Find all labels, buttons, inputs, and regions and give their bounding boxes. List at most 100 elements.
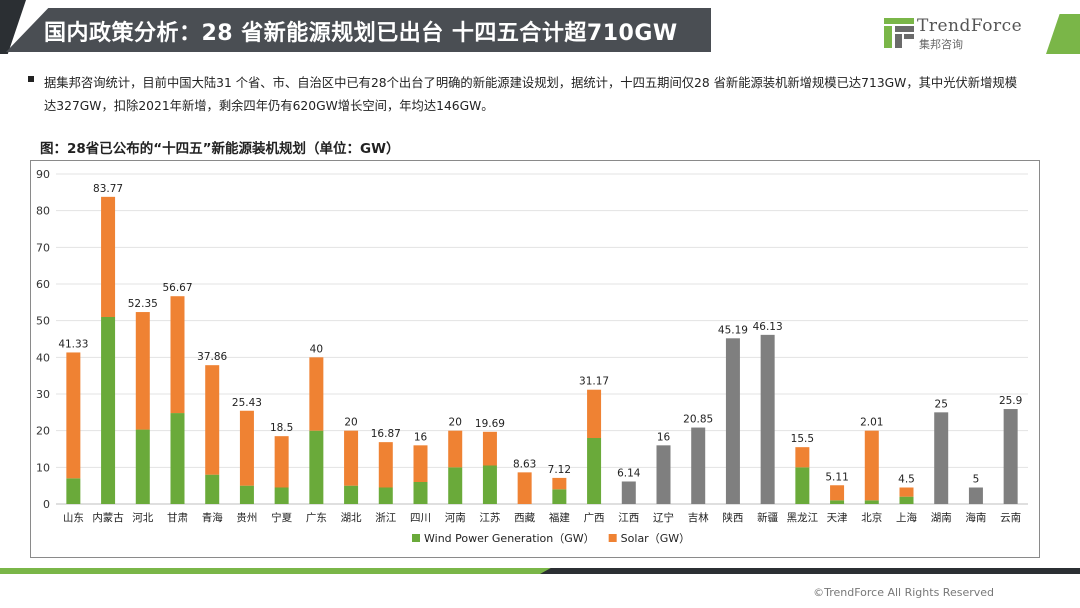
- data-label: 20.85: [683, 414, 713, 426]
- logo-subtext: 集邦咨询: [919, 38, 963, 51]
- bar-segment: [344, 485, 359, 504]
- data-label: 16.87: [371, 428, 401, 440]
- x-tick-label: 西藏: [514, 512, 535, 524]
- data-label: 6.14: [617, 467, 641, 479]
- copyright-text: ©TrendForce All Rights Reserved: [813, 586, 994, 599]
- bar-segment: [899, 496, 914, 504]
- x-tick-label: 江西: [618, 512, 639, 524]
- y-tick-label: 90: [36, 168, 50, 181]
- bar-segment: [864, 500, 879, 504]
- data-label: 31.17: [579, 376, 609, 388]
- data-label: 15.5: [791, 433, 814, 445]
- y-tick-label: 70: [36, 241, 50, 254]
- x-tick-label: 云南: [1000, 511, 1021, 524]
- data-label: 8.63: [513, 458, 536, 470]
- bar-segment: [309, 357, 324, 431]
- bar-segment: [205, 474, 220, 504]
- x-tick-label: 四川: [410, 512, 431, 524]
- x-tick-label: 贵州: [236, 511, 257, 524]
- x-tick-label: 浙江: [375, 512, 396, 524]
- bar-segment: [239, 410, 254, 486]
- data-label: 41.33: [58, 338, 88, 350]
- legend-label: Solar（GW）: [621, 532, 690, 545]
- bar-segment: [274, 436, 289, 488]
- bar-segment: [552, 489, 567, 504]
- bar-segment: [899, 487, 914, 497]
- data-label: 7.12: [548, 464, 571, 476]
- bar-segment: [448, 467, 463, 504]
- footer-dark-bar: [540, 568, 1080, 574]
- data-label: 20: [449, 417, 462, 429]
- bar-segment: [830, 485, 845, 501]
- bar-segment: [830, 500, 845, 504]
- data-label: 20: [344, 417, 357, 429]
- data-label: 25.43: [232, 397, 262, 409]
- y-tick-label: 0: [43, 498, 50, 511]
- data-label: 56.67: [162, 282, 192, 294]
- bar-segment: [413, 445, 428, 482]
- footer-green-bar: [0, 568, 1080, 574]
- x-tick-label: 广东: [306, 511, 327, 524]
- data-label: 25.9: [999, 395, 1022, 407]
- trendforce-logo: TrendForce 集邦咨询: [884, 16, 1034, 54]
- y-tick-label: 20: [36, 425, 50, 438]
- data-label: 2.01: [860, 417, 883, 429]
- x-tick-label: 甘肃: [167, 511, 188, 524]
- data-label: 83.77: [93, 183, 123, 195]
- y-tick-label: 60: [36, 278, 50, 291]
- x-tick-label: 吉林: [688, 511, 709, 524]
- bar-segment: [968, 487, 983, 504]
- page-title: 国内政策分析：28 省新能源规划已出台 十四五合计超710GW: [44, 21, 678, 46]
- bar-segment: [135, 312, 150, 430]
- legend-swatch: [412, 534, 420, 542]
- logo-text: TrendForce: [917, 16, 1023, 36]
- data-label: 40: [310, 343, 323, 355]
- bar-segment: [552, 477, 567, 490]
- data-label: 19.69: [475, 418, 505, 430]
- y-tick-label: 30: [36, 388, 50, 401]
- data-label: 18.5: [270, 422, 293, 434]
- legend-label: Wind Power Generation（GW）: [424, 532, 595, 545]
- header-decor-right: [1046, 14, 1080, 54]
- data-label: 45.19: [718, 324, 748, 336]
- bar-segment: [170, 413, 185, 504]
- bar-segment: [344, 430, 359, 486]
- bar-segment: [205, 365, 220, 475]
- bar-segment: [66, 352, 81, 479]
- bar-segment: [587, 438, 602, 504]
- data-label: 4.5: [898, 474, 915, 486]
- intro-paragraph: 据集邦咨询统计，目前中国大陆31 个省、市、自治区中已有28个出台了明确的新能源…: [44, 76, 1017, 113]
- data-label: 52.35: [128, 298, 158, 310]
- x-tick-label: 天津: [827, 512, 848, 524]
- chart-frame: [30, 160, 1040, 558]
- bar-segment: [448, 430, 463, 468]
- bar-segment: [309, 430, 324, 504]
- x-tick-label: 河南: [445, 511, 466, 524]
- bar-chart: 0 10 20 30 40 50 60 70 80 90 41.33 山东 83.77 内蒙古 52.35 河…: [36, 168, 1028, 545]
- bar-segment: [517, 472, 532, 504]
- bar-segment: [482, 465, 497, 504]
- bar-segment: [1003, 409, 1018, 504]
- y-tick-label: 10: [36, 461, 50, 474]
- bar-segment: [691, 427, 706, 504]
- bar-segment: [864, 430, 879, 501]
- data-label: 46.13: [753, 321, 783, 333]
- x-tick-label: 辽宁: [653, 511, 674, 524]
- data-label: 37.86: [197, 351, 227, 363]
- trendforce-logo-icon: [884, 18, 914, 48]
- x-tick-label: 海南: [965, 511, 986, 524]
- bar-segment: [101, 317, 116, 504]
- data-label: 5: [973, 474, 980, 486]
- bar-segment: [621, 481, 636, 504]
- x-tick-label: 上海: [896, 511, 917, 524]
- y-tick-label: 80: [36, 205, 50, 218]
- x-tick-label: 黑龙江: [787, 511, 819, 524]
- bar-segment: [656, 445, 671, 504]
- data-label: 25: [935, 398, 948, 410]
- x-tick-label: 湖南: [931, 511, 952, 524]
- x-tick-label: 江苏: [479, 511, 500, 524]
- bar-segment: [135, 429, 150, 504]
- y-tick-label: 40: [36, 351, 50, 364]
- x-tick-label: 新疆: [757, 511, 778, 524]
- figure-title: 图：28省已公布的“十四五”新能源装机规划（单位：GW）: [40, 141, 400, 157]
